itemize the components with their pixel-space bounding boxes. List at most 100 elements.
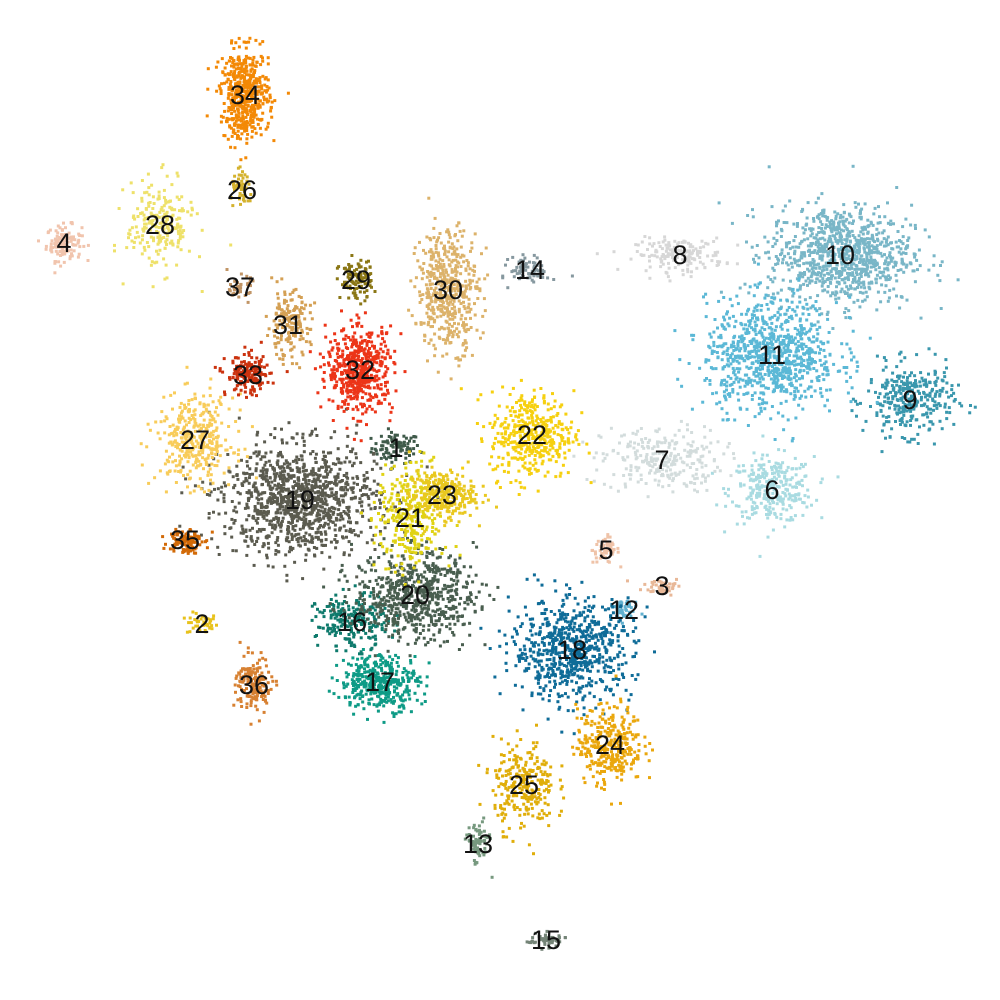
data-point xyxy=(806,361,810,365)
data-point xyxy=(482,839,486,843)
data-point xyxy=(688,466,692,469)
data-point xyxy=(870,249,874,253)
data-point xyxy=(832,362,836,366)
data-point xyxy=(626,455,630,459)
data-point xyxy=(377,695,381,699)
data-point xyxy=(773,276,777,280)
data-point xyxy=(640,612,644,616)
data-point xyxy=(541,637,545,641)
data-point xyxy=(666,465,670,469)
data-point xyxy=(564,619,567,623)
data-point xyxy=(770,296,774,300)
data-point xyxy=(909,262,913,266)
data-point xyxy=(818,254,822,258)
data-point xyxy=(542,636,546,640)
data-point xyxy=(629,465,633,469)
data-point xyxy=(698,366,702,370)
data-point xyxy=(581,698,585,702)
data-point xyxy=(889,222,892,226)
data-point xyxy=(573,650,576,654)
data-point xyxy=(602,543,606,547)
data-point xyxy=(790,317,794,321)
data-point xyxy=(855,264,859,268)
data-point xyxy=(696,447,700,451)
data-point xyxy=(786,345,790,349)
data-point xyxy=(781,461,785,465)
data-point xyxy=(623,482,627,486)
data-point xyxy=(254,450,258,454)
data-point xyxy=(506,595,510,599)
data-point xyxy=(918,391,921,395)
data-point xyxy=(548,675,552,679)
data-point xyxy=(628,477,632,481)
data-point xyxy=(819,347,822,351)
data-point xyxy=(571,709,575,713)
data-point xyxy=(294,494,298,497)
data-point xyxy=(869,265,873,269)
data-point xyxy=(766,240,770,244)
data-point xyxy=(889,259,893,263)
data-point xyxy=(808,347,812,351)
data-point xyxy=(675,577,678,581)
data-point xyxy=(874,250,878,254)
data-point xyxy=(908,390,912,393)
data-point xyxy=(889,390,892,394)
data-point xyxy=(533,665,537,669)
data-point xyxy=(682,469,686,473)
data-point xyxy=(892,287,896,291)
data-point xyxy=(322,609,326,612)
data-point xyxy=(724,504,728,508)
data-point xyxy=(770,369,774,373)
data-point xyxy=(649,590,653,594)
data-point xyxy=(785,318,789,322)
data-point xyxy=(771,266,775,270)
data-point xyxy=(767,373,771,377)
data-point xyxy=(671,461,675,465)
data-point xyxy=(726,322,730,326)
data-point xyxy=(352,643,356,647)
data-point xyxy=(840,242,844,245)
data-point xyxy=(790,383,794,387)
data-point xyxy=(819,230,823,234)
data-point xyxy=(745,356,749,359)
data-point xyxy=(810,340,814,344)
data-point xyxy=(848,347,852,351)
data-point xyxy=(838,272,842,276)
data-point xyxy=(605,628,609,632)
data-point xyxy=(626,596,630,600)
data-point xyxy=(838,369,842,373)
data-point xyxy=(660,247,664,251)
data-point xyxy=(203,623,207,627)
data-point xyxy=(678,358,682,362)
data-point xyxy=(404,669,408,673)
data-point xyxy=(838,247,842,251)
data-point xyxy=(892,386,896,390)
data-point xyxy=(356,476,360,480)
data-point xyxy=(476,838,480,842)
data-point xyxy=(371,611,375,615)
data-point xyxy=(395,433,399,437)
data-point xyxy=(798,331,801,335)
data-point xyxy=(781,483,785,487)
data-point xyxy=(63,237,67,241)
data-point xyxy=(909,407,913,411)
data-point xyxy=(401,693,405,697)
data-point xyxy=(707,358,711,362)
data-point xyxy=(828,259,832,263)
data-point xyxy=(814,243,818,247)
data-point xyxy=(824,264,828,268)
data-point xyxy=(777,469,781,473)
data-point xyxy=(760,375,764,379)
data-point xyxy=(375,688,378,692)
data-point xyxy=(932,263,936,267)
data-point xyxy=(591,615,595,619)
data-point xyxy=(337,609,341,613)
data-point xyxy=(735,359,739,363)
data-point xyxy=(882,270,886,274)
data-point xyxy=(644,269,648,273)
data-point xyxy=(812,250,816,254)
data-point xyxy=(840,342,844,346)
data-point xyxy=(754,340,758,344)
data-point xyxy=(836,247,840,251)
data-point xyxy=(527,638,531,642)
